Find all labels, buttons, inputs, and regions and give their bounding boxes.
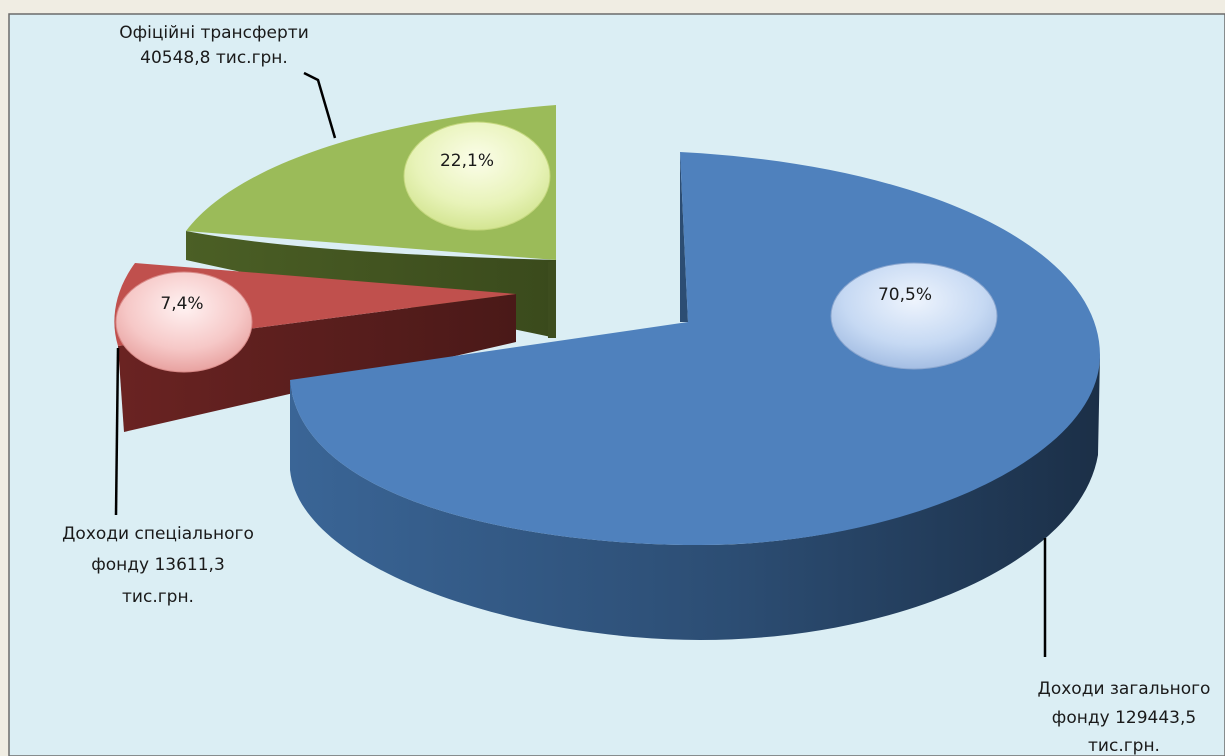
- percent-special: 7,4%: [160, 294, 203, 314]
- label-transfers-line-1: Офіційні трансферти: [119, 23, 309, 43]
- category-label-general: Доходи загального фонду 129443,5 тис.грн…: [1038, 679, 1211, 756]
- leader-line-transfers: [303, 71, 337, 139]
- slice-general-top: [290, 152, 1100, 545]
- percent-general: 70,5%: [878, 285, 932, 305]
- label-special-line-3: тис.грн.: [122, 587, 194, 607]
- label-general-line-3: тис.грн.: [1088, 736, 1160, 756]
- slice-transfers-face: [548, 260, 556, 338]
- leader-line-special: [114, 347, 120, 516]
- category-label-special: Доходи спеціального фонду 13611,3 тис.гр…: [62, 524, 254, 607]
- slice-special-side: [118, 294, 516, 432]
- data-label-transfers: 22,1%: [403, 121, 551, 231]
- label-special-line-2: фонду 13611,3: [91, 555, 225, 575]
- label-general-line-2: фонду 129443,5: [1052, 708, 1196, 728]
- data-label-special: 7,4%: [115, 271, 253, 373]
- slice-general-side: [290, 355, 1100, 640]
- label-transfers-line-2: 40548,8 тис.грн.: [140, 48, 288, 68]
- category-label-transfers: Офіційні трансферти 40548,8 тис.грн.: [119, 23, 309, 68]
- percent-transfers: 22,1%: [440, 151, 494, 171]
- data-label-general: 70,5%: [830, 262, 998, 370]
- label-special-line-1: Доходи спеціального: [62, 524, 254, 544]
- slice-general: [290, 152, 1100, 640]
- label-general-line-1: Доходи загального: [1038, 679, 1211, 699]
